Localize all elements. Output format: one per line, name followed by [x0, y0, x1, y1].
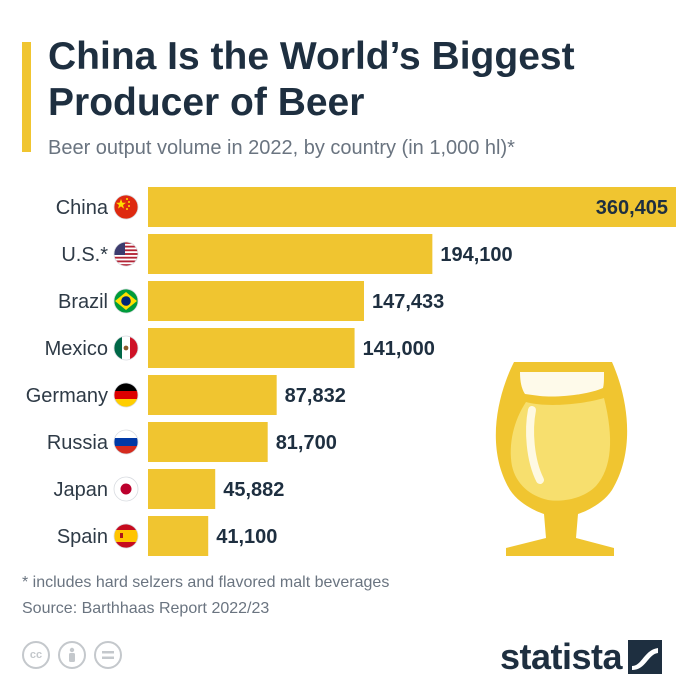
category-label: China	[56, 197, 109, 219]
value-label: 41,100	[216, 526, 277, 548]
footnote: * includes hard selzers and flavored mal…	[22, 574, 390, 591]
category-label: Germany	[26, 385, 108, 407]
beer-glass-icon	[495, 362, 628, 556]
category-label: Spain	[57, 526, 108, 548]
statista-logo[interactable]: statista	[500, 636, 663, 678]
brazil-flag-icon	[113, 288, 139, 314]
no-derivatives-icon[interactable]	[94, 641, 122, 669]
bar	[148, 469, 216, 509]
category-label: Brazil	[58, 291, 108, 313]
creative-commons-icon[interactable]: cc	[22, 641, 50, 669]
bar-chart: China 360,405 U.S.* 194,100 Brazil 147,433 Mex…	[26, 187, 676, 556]
value-label: 81,700	[276, 432, 337, 454]
germany-flag-icon	[113, 382, 139, 408]
category-label: Russia	[47, 432, 109, 454]
japan-flag-icon	[113, 476, 139, 502]
category-label: Japan	[54, 479, 109, 501]
bar	[148, 281, 364, 321]
us-flag-icon	[113, 241, 139, 267]
value-label: 194,100	[440, 244, 512, 266]
china-flag-icon	[113, 194, 139, 220]
statista-logo-mark-icon	[628, 640, 663, 674]
bar	[148, 516, 209, 556]
bar	[148, 375, 277, 415]
value-label: 45,882	[223, 479, 284, 501]
russia-flag-icon	[113, 429, 139, 455]
source-link[interactable]: Source: Barthhaas Report 2022/23	[22, 600, 270, 617]
value-label: 87,832	[285, 385, 346, 407]
attribution-icon[interactable]	[58, 641, 86, 669]
value-label: 147,433	[372, 291, 444, 313]
title-accent-bar	[22, 42, 31, 152]
license-icons: cc	[22, 641, 122, 669]
chart-title: China Is the World’s Biggest Producer of…	[48, 35, 575, 124]
bar	[148, 234, 433, 274]
category-label: U.S.*	[61, 244, 108, 266]
spain-flag-icon	[113, 523, 139, 549]
bar	[148, 422, 268, 462]
category-label: Mexico	[45, 338, 108, 360]
bar	[148, 328, 355, 368]
value-label: 360,405	[596, 197, 668, 219]
brand-name: statista	[500, 636, 623, 677]
mexico-flag-icon	[113, 335, 139, 361]
chart-subtitle: Beer output volume in 2022, by country (…	[48, 137, 515, 159]
value-label: 141,000	[363, 338, 435, 360]
bar	[148, 187, 676, 227]
